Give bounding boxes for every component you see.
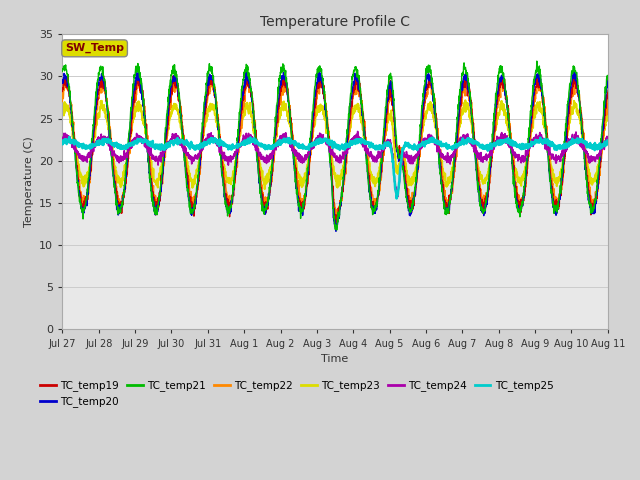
TC_temp24 bbox=[556, 158, 564, 164]
TC_temp22 bbox=[58, 99, 66, 105]
TC_temp25 bbox=[58, 138, 66, 144]
TC_temp23 bbox=[58, 108, 66, 114]
TC_temp22 bbox=[494, 105, 502, 110]
TC_temp23 bbox=[211, 107, 218, 112]
TC_temp19 bbox=[604, 90, 612, 96]
TC_temp23 bbox=[572, 104, 579, 110]
TC_temp21 bbox=[211, 82, 218, 87]
TC_temp20 bbox=[332, 228, 340, 234]
TC_temp24 bbox=[394, 194, 401, 200]
TC_temp21 bbox=[533, 58, 541, 64]
TC_temp25 bbox=[556, 142, 564, 148]
Y-axis label: Temperature (C): Temperature (C) bbox=[24, 136, 34, 228]
TC_temp25 bbox=[211, 137, 218, 143]
TC_temp19 bbox=[351, 86, 359, 92]
TC_temp19 bbox=[333, 225, 340, 230]
TC_temp25 bbox=[363, 140, 371, 145]
TC_temp24 bbox=[604, 141, 612, 146]
TC_temp22 bbox=[209, 72, 216, 78]
TC_temp20 bbox=[570, 65, 578, 71]
TC_temp21 bbox=[363, 159, 371, 165]
TC_temp23 bbox=[261, 186, 269, 192]
TC_temp24 bbox=[494, 136, 502, 142]
Line: TC_temp22: TC_temp22 bbox=[62, 75, 608, 216]
TC_temp22 bbox=[351, 86, 359, 92]
TC_temp19 bbox=[572, 81, 579, 87]
TC_temp21 bbox=[58, 68, 66, 74]
TC_temp22 bbox=[604, 87, 612, 93]
TC_temp21 bbox=[604, 72, 612, 78]
TC_temp25 bbox=[65, 134, 73, 140]
TC_temp24 bbox=[211, 137, 218, 143]
TC_temp19 bbox=[494, 91, 502, 97]
TC_temp19 bbox=[556, 188, 564, 193]
TC_temp20 bbox=[363, 160, 371, 166]
TC_temp19 bbox=[211, 90, 218, 96]
TC_temp24 bbox=[354, 129, 362, 134]
TC_temp23 bbox=[351, 108, 359, 114]
TC_temp20 bbox=[556, 194, 564, 200]
TC_temp24 bbox=[351, 136, 358, 142]
TC_temp22 bbox=[556, 193, 564, 199]
TC_temp23 bbox=[556, 169, 564, 175]
Bar bbox=[62, 161, 608, 329]
TC_temp20 bbox=[494, 91, 502, 97]
X-axis label: Time: Time bbox=[321, 354, 349, 364]
Line: TC_temp24: TC_temp24 bbox=[62, 132, 608, 197]
TC_temp22 bbox=[363, 148, 371, 154]
TC_temp24 bbox=[363, 147, 371, 153]
TC_temp22 bbox=[333, 213, 341, 218]
TC_temp19 bbox=[499, 70, 506, 76]
TC_temp20 bbox=[604, 76, 612, 82]
TC_temp19 bbox=[363, 154, 371, 160]
Line: TC_temp23: TC_temp23 bbox=[62, 100, 608, 189]
TC_temp21 bbox=[494, 82, 502, 87]
TC_temp25 bbox=[572, 139, 579, 145]
TC_temp22 bbox=[211, 90, 218, 96]
TC_temp19 bbox=[58, 88, 66, 94]
TC_temp25 bbox=[494, 142, 502, 147]
TC_temp20 bbox=[58, 80, 66, 86]
TC_temp24 bbox=[572, 134, 579, 140]
Legend: TC_temp19, TC_temp20, TC_temp21, TC_temp22, TC_temp23, TC_temp24, TC_temp25: TC_temp19, TC_temp20, TC_temp21, TC_temp… bbox=[36, 376, 557, 411]
TC_temp20 bbox=[351, 75, 359, 81]
TC_temp23 bbox=[461, 97, 469, 103]
TC_temp22 bbox=[572, 83, 579, 89]
TC_temp25 bbox=[351, 139, 359, 144]
TC_temp23 bbox=[494, 111, 502, 117]
TC_temp25 bbox=[393, 195, 401, 201]
TC_temp21 bbox=[333, 227, 340, 233]
Line: TC_temp25: TC_temp25 bbox=[62, 137, 608, 198]
TC_temp21 bbox=[351, 67, 359, 73]
Line: TC_temp20: TC_temp20 bbox=[62, 68, 608, 231]
TC_temp23 bbox=[363, 150, 371, 156]
TC_temp24 bbox=[58, 139, 66, 144]
Line: TC_temp19: TC_temp19 bbox=[62, 73, 608, 228]
TC_temp21 bbox=[572, 68, 579, 74]
Title: Temperature Profile C: Temperature Profile C bbox=[260, 15, 410, 29]
TC_temp23 bbox=[604, 107, 612, 113]
Text: SW_Temp: SW_Temp bbox=[65, 43, 124, 53]
TC_temp21 bbox=[556, 187, 564, 193]
TC_temp25 bbox=[604, 141, 612, 147]
Line: TC_temp21: TC_temp21 bbox=[62, 61, 608, 230]
TC_temp20 bbox=[211, 88, 218, 94]
TC_temp20 bbox=[572, 76, 579, 82]
